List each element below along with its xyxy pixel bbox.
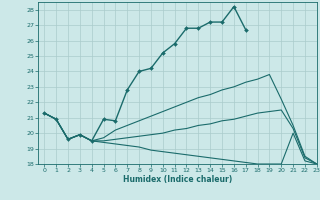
- X-axis label: Humidex (Indice chaleur): Humidex (Indice chaleur): [123, 175, 232, 184]
